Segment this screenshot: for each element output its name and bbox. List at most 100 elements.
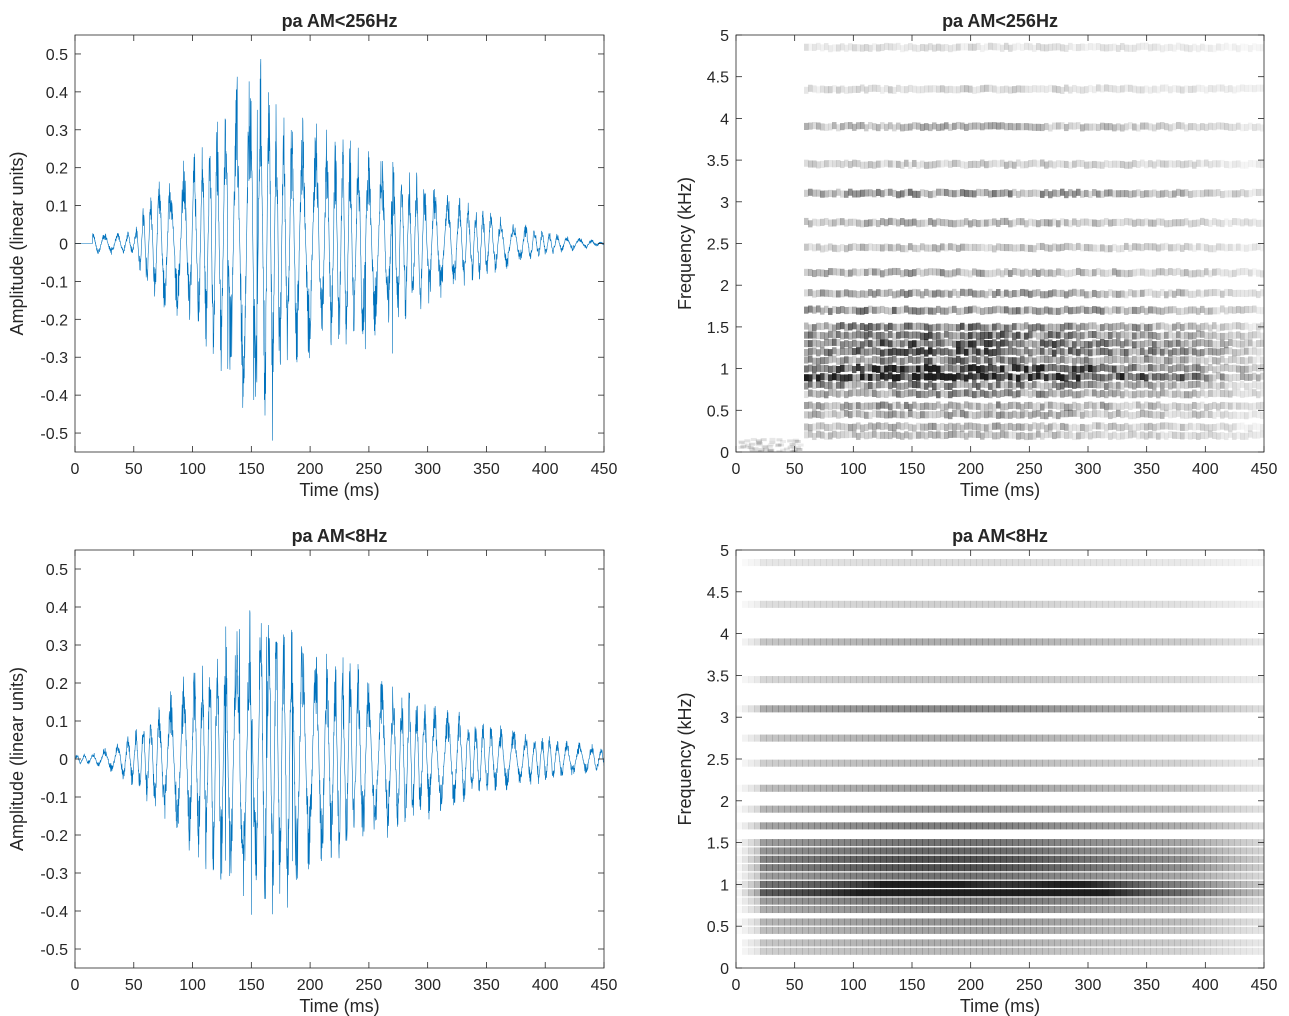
spectrogram-cell: [1028, 160, 1033, 168]
spectrogram-cell: [808, 864, 815, 872]
spectrogram-cell: [996, 348, 1001, 356]
spectrogram-cell: [1076, 324, 1081, 332]
spectrogram-cell: [1248, 289, 1253, 297]
spectrogram-cell: [1260, 270, 1264, 278]
spectrogram-cell: [1016, 357, 1021, 365]
spectrogram-cell: [802, 939, 809, 947]
spectrogram-cell: [1020, 348, 1025, 356]
spectrogram-cell: [1216, 432, 1221, 440]
spectrogram-cell: [1156, 159, 1161, 167]
spectrogram-cell: [1076, 242, 1081, 251]
spectrogram-cell: [1096, 676, 1103, 684]
spectrogram-cell: [1180, 347, 1185, 355]
spectrogram-cell: [832, 939, 839, 947]
spectrogram-cell: [840, 431, 845, 439]
spectrogram-cell: [1252, 372, 1257, 380]
spectrogram-cell: [880, 422, 885, 431]
spectrogram-cell: [928, 244, 933, 252]
spectrogram-cell: [956, 389, 961, 398]
spectrogram-cell: [1232, 423, 1237, 431]
spectrogram-cell: [934, 784, 941, 792]
spectrogram-cell: [1216, 324, 1221, 332]
spectrogram-cell: [852, 430, 857, 438]
spectrogram-cell: [936, 431, 941, 439]
spectrogram-cell: [1222, 897, 1229, 905]
spectrogram-cell: [844, 307, 849, 315]
spectrogram-cell: [1096, 190, 1101, 198]
spectrogram-cell: [1240, 759, 1247, 767]
spectrogram-cell: [748, 805, 755, 813]
spectrogram-cell: [1180, 356, 1185, 364]
spectrogram-cell: [960, 357, 965, 365]
spectrogram-cell: [1220, 84, 1225, 92]
spectrogram-cell: [1024, 372, 1029, 380]
spectrogram-cell: [932, 190, 937, 198]
spectrogram-cell: [1104, 44, 1109, 52]
spectrogram-cell: [976, 822, 983, 830]
spectrogram-cell: [1090, 872, 1097, 880]
spectrogram-cell: [982, 926, 989, 934]
spectrogram-cell: [848, 43, 853, 51]
spectrogram-cell: [1008, 340, 1013, 348]
spectrogram-cell: [1216, 822, 1223, 830]
spectrogram-cell: [1192, 734, 1199, 742]
spectrogram-cell: [928, 347, 933, 355]
spectrogram-cell: [840, 403, 845, 411]
spectrogram-cell: [860, 268, 865, 276]
spectrogram-cell: [1168, 124, 1173, 132]
spectrogram-cell: [886, 880, 893, 888]
spectrogram-cell: [1112, 411, 1117, 419]
spectrogram-cell: [1246, 784, 1253, 792]
spectrogram-cell: [1088, 401, 1093, 409]
spectrogram-cell: [1036, 220, 1041, 228]
spectrogram-cell: [1006, 847, 1013, 855]
spectrogram-cell: [1120, 600, 1127, 608]
spectrogram-cell: [884, 365, 889, 373]
spectrogram-cell: [1144, 289, 1149, 297]
spectrogram-cell: [994, 822, 1001, 830]
spectrogram-cell: [1132, 759, 1139, 767]
spectrogram-cell: [892, 897, 899, 905]
spectrogram-cell: [840, 374, 845, 382]
spectrogram-cell: [1116, 160, 1121, 168]
spectrogram-cell: [916, 939, 923, 947]
spectrogram-cell: [944, 347, 949, 355]
spectrogram-cell: [1012, 86, 1017, 94]
spectrogram-cell: [1240, 332, 1245, 340]
spectrogram-cell: [1008, 324, 1013, 332]
spectrogram-cell: [1000, 122, 1005, 130]
spectrogram-cell: [976, 372, 981, 380]
spectrogram-cell: [988, 855, 995, 863]
spectrogram-cell: [864, 306, 869, 315]
spectrogram-cell: [880, 926, 887, 934]
spectrogram-cell: [874, 734, 881, 742]
spectrogram-cell: [1150, 676, 1157, 684]
spectrogram-cell: [970, 676, 977, 684]
spectrogram-cell: [1072, 734, 1079, 742]
spectrogram-cell: [940, 188, 945, 196]
spectrogram-cell: [832, 638, 839, 646]
spectrogram-cell: [1252, 880, 1259, 888]
spectrogram-cell: [1020, 43, 1025, 51]
spectrogram-cell: [808, 389, 813, 397]
spectrogram-cell: [884, 188, 889, 197]
spectrogram-cell: [992, 269, 997, 277]
spectrogram-cell: [1080, 305, 1085, 313]
spectrogram-cell: [748, 784, 755, 792]
spectrogram-cell: [1084, 889, 1091, 897]
spectrogram-cell: [864, 348, 869, 356]
spectrogram-cell: [900, 306, 905, 314]
spectrogram-cell: [1018, 558, 1025, 567]
spectrogram-cell: [928, 918, 935, 926]
spectrogram-cell: [1016, 348, 1021, 356]
spectrogram-cell: [1076, 306, 1081, 314]
spectrogram-cell: [1144, 897, 1151, 905]
spectrogram-cell: [876, 332, 881, 340]
spectrogram-cell: [742, 897, 749, 905]
spectrogram-cell: [1008, 330, 1013, 338]
spectrogram-cell: [1210, 905, 1217, 914]
spectrogram-cell: [826, 864, 833, 872]
spectrogram-cell: [766, 805, 773, 813]
spectrogram-cell: [1136, 401, 1141, 409]
spectrogram-cell: [920, 339, 925, 347]
